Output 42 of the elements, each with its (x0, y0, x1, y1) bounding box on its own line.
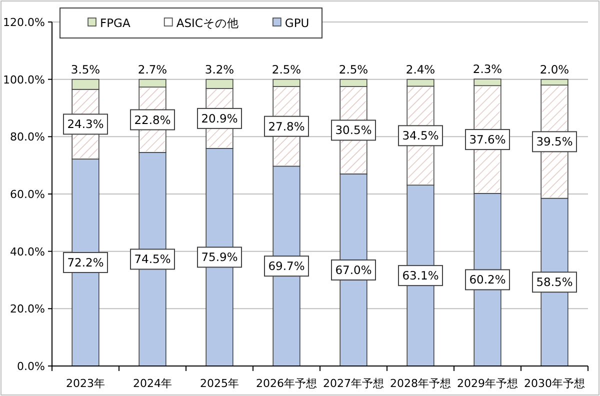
data-label: 72.2% (67, 256, 104, 270)
y-tick-label: 60.0% (10, 188, 45, 201)
data-label: 20.9% (201, 111, 238, 126)
x-tick-label: 2029年予想 (457, 377, 518, 390)
data-label: 2.5% (272, 62, 302, 76)
data-label: 2.7% (138, 62, 168, 76)
data-label: 22.8% (134, 112, 171, 127)
data-label: 63.1% (402, 268, 439, 283)
data-label: 3.2% (204, 62, 234, 76)
data-label: 75.9% (201, 250, 238, 264)
data-label: 2.5% (338, 62, 368, 76)
data-label: 37.6% (469, 132, 506, 147)
data-label: 34.5% (402, 128, 439, 143)
data-label: 24.3% (67, 117, 104, 132)
y-tick-label: 20.0% (10, 302, 45, 316)
data-label: 3.5% (70, 62, 100, 76)
data-label: 2.4% (406, 62, 436, 76)
data-label: 2.0% (540, 62, 570, 76)
y-tick-label: 0.0% (17, 360, 45, 373)
x-tick-label: 2026年予想 (256, 377, 317, 390)
data-label: 39.5% (536, 134, 573, 149)
x-tick-label: 2030年予想 (524, 377, 585, 390)
y-tick-label: 80.0% (10, 130, 45, 144)
x-tick-label: 2023年 (66, 377, 105, 390)
data-label: 30.5% (335, 123, 372, 138)
y-tick-label: 100.0% (3, 73, 45, 86)
x-tick-label: 2024年 (133, 377, 172, 390)
data-label: 27.8% (268, 119, 305, 134)
data-label: 2.3% (472, 62, 502, 76)
data-label: 60.2% (469, 272, 506, 287)
data-label: 74.5% (134, 252, 171, 266)
y-tick-label: 40.0% (10, 245, 45, 258)
y-tick-label: 120.0% (3, 16, 45, 29)
x-tick-label: 2028年予想 (390, 377, 451, 390)
data-label: 58.5% (536, 275, 573, 290)
x-tick-label: 2025年 (200, 377, 239, 390)
legend-label: FPGA (100, 16, 130, 30)
legend-label: ASICその他 (176, 16, 239, 30)
x-tick-label: 2027年予想 (323, 377, 384, 390)
data-label: 67.0% (335, 262, 372, 277)
legend-label: GPU (284, 16, 310, 30)
data-label: 69.7% (268, 259, 305, 274)
